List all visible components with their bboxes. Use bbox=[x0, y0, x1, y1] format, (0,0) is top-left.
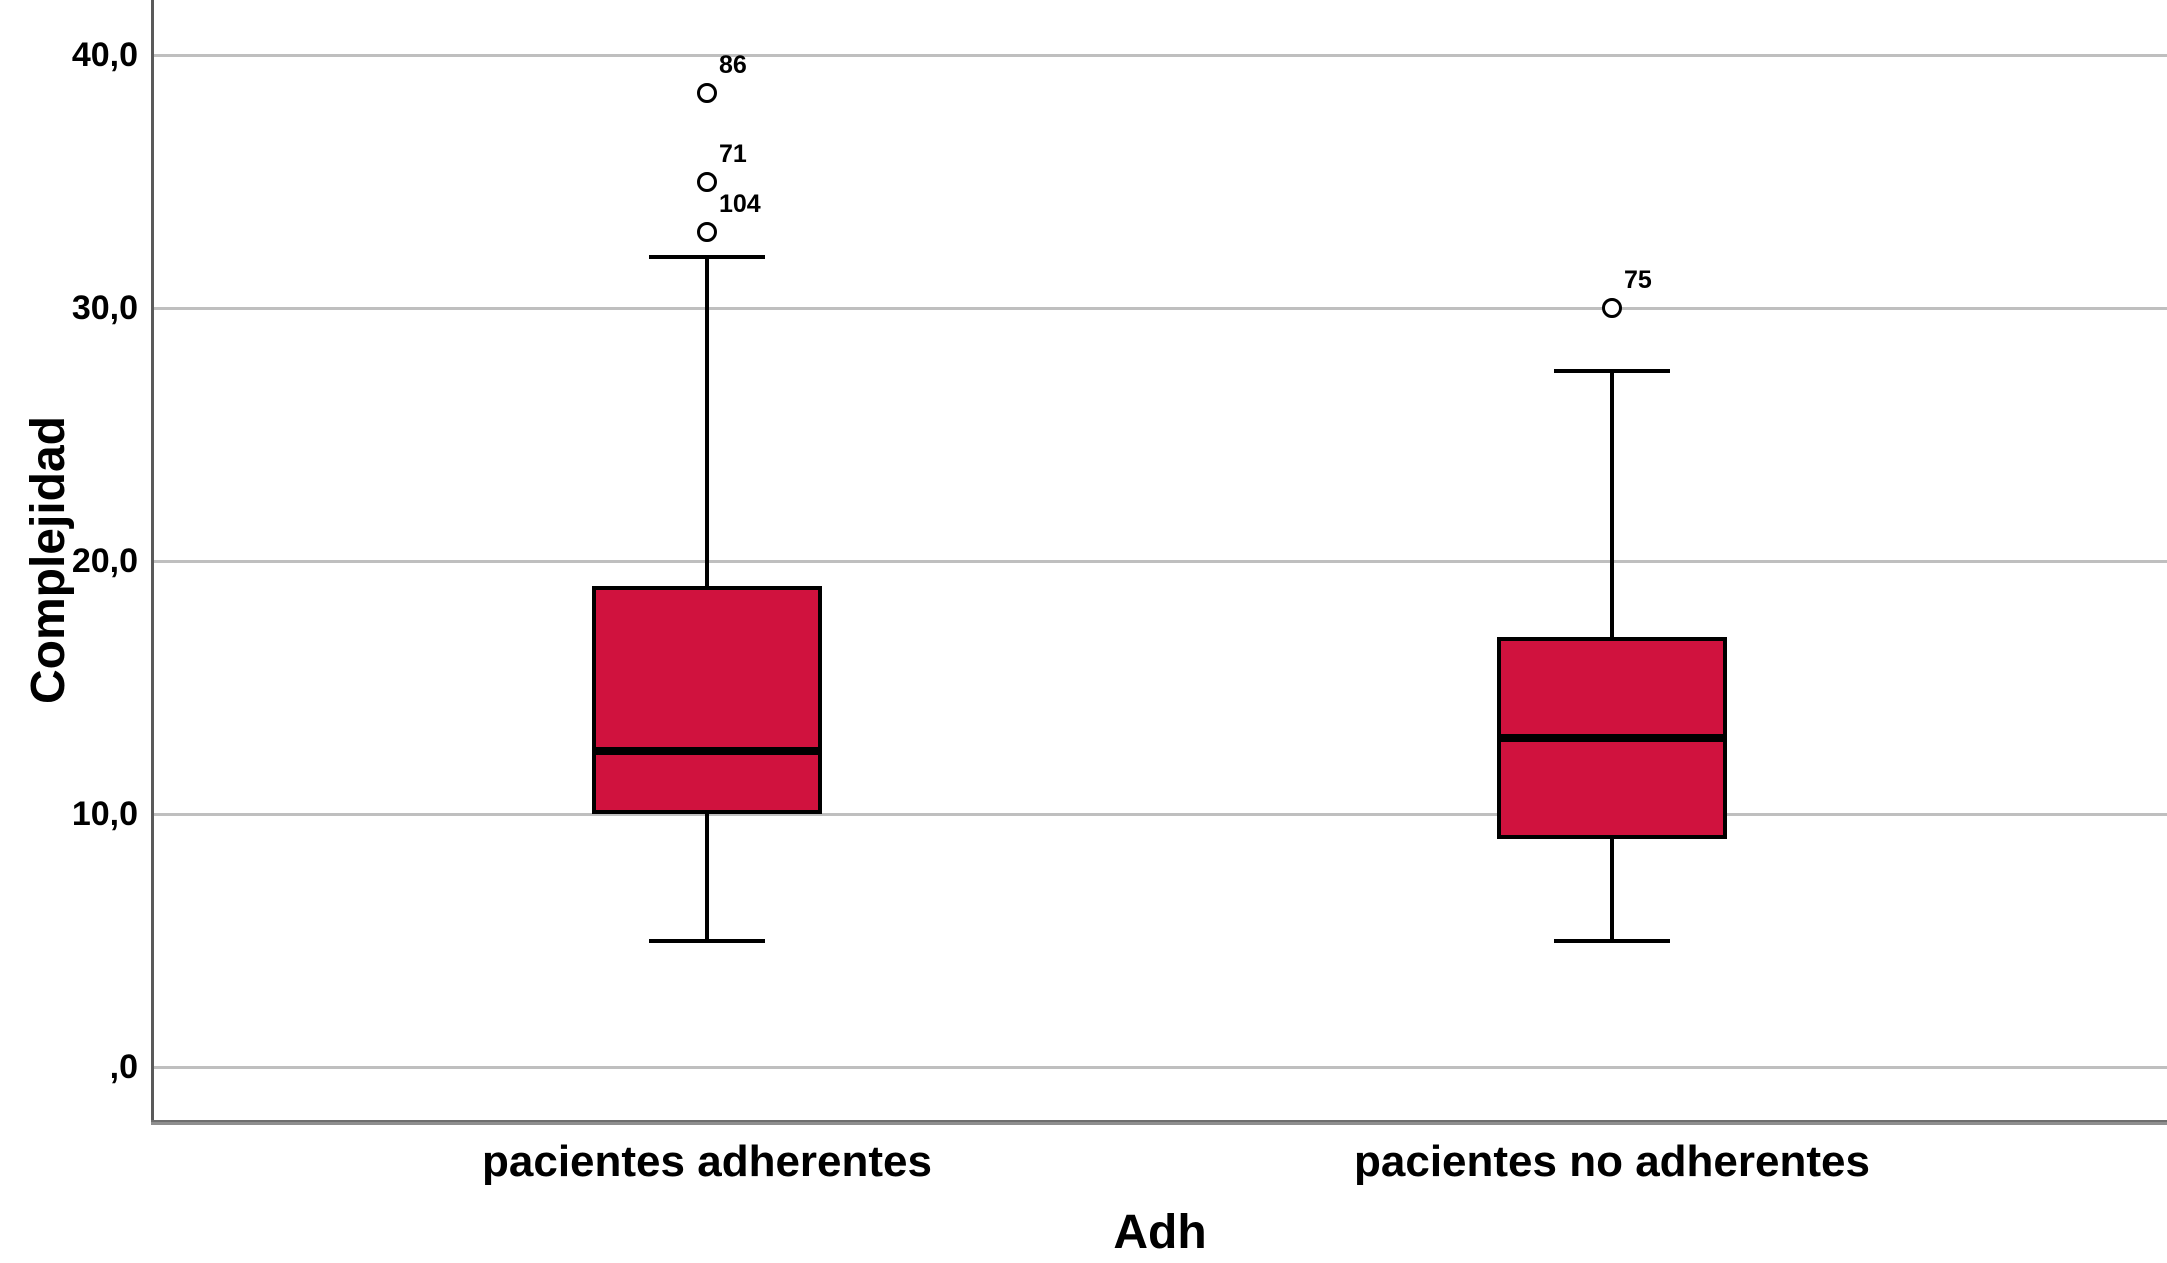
category-label: pacientes adherentes bbox=[482, 1137, 932, 1186]
upper-whisker-cap bbox=[1554, 369, 1670, 374]
y-tick-label: ,0 bbox=[109, 1048, 138, 1086]
lower-whisker-cap bbox=[649, 938, 765, 943]
outlier-label: 71 bbox=[719, 139, 747, 168]
outlier-point bbox=[1602, 298, 1622, 318]
lower-whisker-cap bbox=[1554, 938, 1670, 943]
x-axis-title: Adh bbox=[1113, 1206, 1207, 1259]
median-line bbox=[596, 746, 818, 755]
y-gridline bbox=[153, 306, 2167, 310]
y-tick-label: 20,0 bbox=[71, 542, 138, 580]
y-gridline bbox=[153, 1065, 2167, 1069]
outlier-label: 104 bbox=[719, 190, 761, 219]
y-tick-label: 40,0 bbox=[71, 36, 138, 74]
y-gridline bbox=[153, 559, 2167, 563]
lower-whisker bbox=[1610, 839, 1614, 941]
median-line bbox=[1501, 734, 1723, 743]
outlier-label: 86 bbox=[719, 50, 747, 79]
upper-whisker-cap bbox=[649, 255, 765, 260]
upper-whisker bbox=[705, 257, 709, 587]
y-axis-line bbox=[151, 0, 154, 1124]
y-gridline bbox=[153, 812, 2167, 816]
category-label: pacientes no adherentes bbox=[1354, 1137, 1870, 1186]
x-axis-line bbox=[151, 1120, 2167, 1125]
y-tick-label: 10,0 bbox=[71, 795, 138, 833]
outlier-point bbox=[697, 222, 717, 243]
outlier-point bbox=[697, 171, 717, 192]
outlier-point bbox=[697, 82, 717, 103]
y-gridline bbox=[153, 53, 2167, 57]
outlier-label: 75 bbox=[1624, 266, 1652, 294]
iqr-box bbox=[592, 586, 822, 814]
lower-whisker bbox=[705, 814, 709, 941]
upper-whisker bbox=[1610, 371, 1614, 637]
y-tick-label: 30,0 bbox=[71, 289, 138, 327]
